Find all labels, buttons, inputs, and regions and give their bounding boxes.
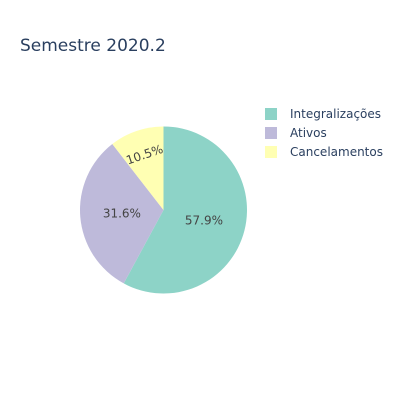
pie-slices (80, 126, 247, 294)
chart-title: Semestre 2020.2 (20, 36, 166, 56)
slice-label-ativos: 31.6% (103, 206, 141, 220)
pie-slice-ativos[interactable] (80, 144, 164, 284)
legend-item-cancelamentos[interactable]: Cancelamentos (265, 145, 383, 159)
legend-swatch (265, 127, 277, 139)
legend-label: Integralizações (290, 107, 381, 121)
pie-slice-integralizacoes[interactable] (123, 126, 247, 294)
legend-item-integralizacoes[interactable]: Integralizações (265, 107, 381, 121)
legend-item-ativos[interactable]: Ativos (265, 126, 327, 140)
legend-swatch (265, 108, 277, 120)
slice-label-integralizacoes: 57.9% (185, 213, 223, 227)
legend-label: Cancelamentos (290, 145, 383, 159)
legend: Integralizações Ativos Cancelamentos (265, 107, 383, 159)
pie-slice-cancelamentos[interactable] (112, 126, 164, 211)
legend-swatch (265, 146, 277, 158)
legend-label: Ativos (290, 126, 327, 140)
